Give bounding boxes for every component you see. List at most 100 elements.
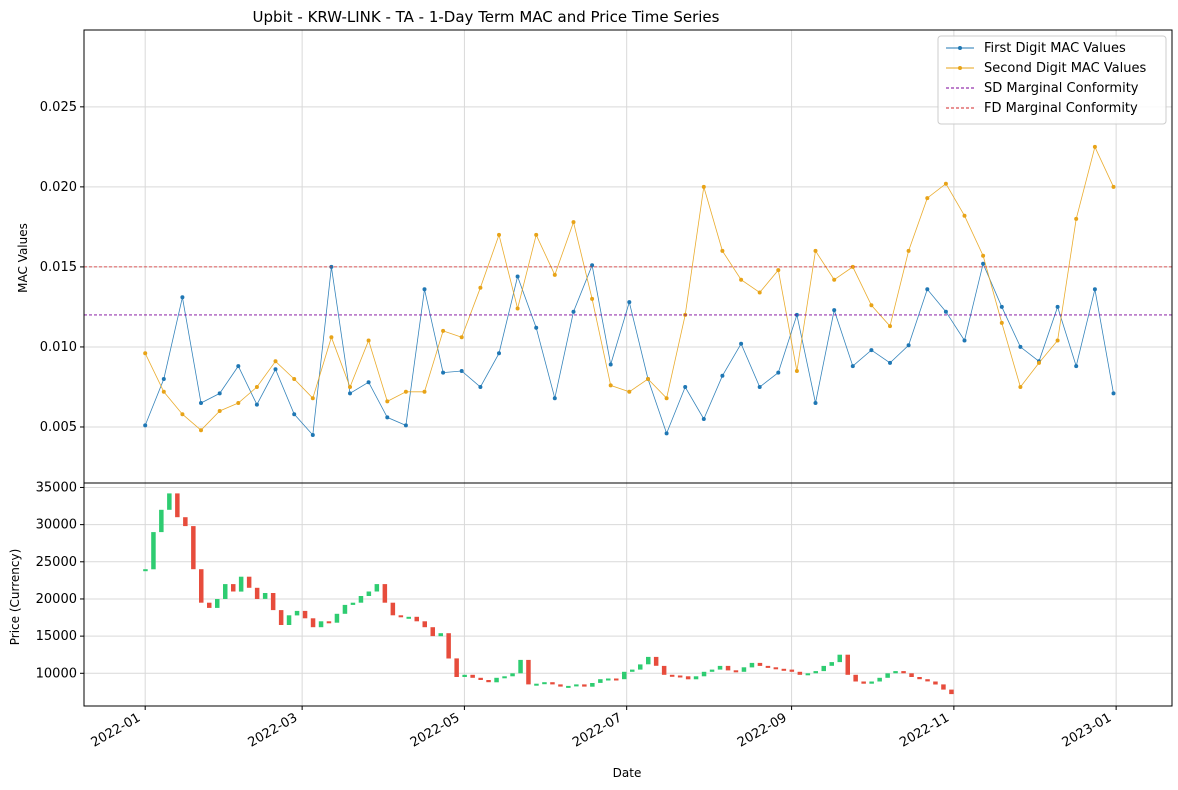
candle xyxy=(207,602,212,608)
series-point-1 xyxy=(664,396,669,401)
bottom-y-tick-label: 20000 xyxy=(36,592,77,607)
series-line-0 xyxy=(144,262,1114,436)
candle xyxy=(709,669,715,672)
candle xyxy=(869,681,874,684)
series-point-0 xyxy=(385,415,390,420)
x-tick-label: 2022-03 xyxy=(246,710,301,750)
series-point-0 xyxy=(701,417,706,421)
bottom-y-tick-label: 10000 xyxy=(36,666,77,681)
series-point-0 xyxy=(292,412,297,417)
candle xyxy=(246,576,252,588)
series-point-1 xyxy=(534,232,539,237)
series-point-1 xyxy=(590,296,595,301)
series-point-1 xyxy=(646,377,650,381)
series-point-0 xyxy=(236,364,241,369)
candle xyxy=(231,584,236,592)
bottom-y-tick-label: 25000 xyxy=(36,555,77,570)
bottom-y-tick-label: 35000 xyxy=(36,480,77,495)
x-tick-label: 2022-01 xyxy=(89,710,144,750)
candle xyxy=(446,633,451,659)
series-point-0 xyxy=(906,343,911,348)
x-tick-label: 2023-01 xyxy=(1060,710,1115,750)
candle xyxy=(390,602,396,616)
series-point-1 xyxy=(497,232,501,237)
candle xyxy=(518,659,523,674)
candle xyxy=(382,584,388,603)
series-point-0 xyxy=(664,431,669,436)
series-point-1 xyxy=(403,389,408,394)
series-point-0 xyxy=(534,325,539,330)
candle xyxy=(646,656,651,665)
series-point-0 xyxy=(925,287,930,292)
legend-label-2: SD Marginal Conformity xyxy=(984,81,1139,96)
candle xyxy=(949,689,954,695)
top-y-tick-label: 0.010 xyxy=(40,340,77,355)
x-axis-label: Date xyxy=(613,766,642,780)
candle xyxy=(582,684,587,687)
candle xyxy=(813,671,818,674)
chart-title: Upbit - KRW-LINK - TA - 1-Day Term MAC a… xyxy=(253,8,720,26)
candle xyxy=(438,633,443,637)
series-point-1 xyxy=(943,181,948,186)
candle xyxy=(661,665,667,675)
series-point-1 xyxy=(869,303,874,308)
series-point-1 xyxy=(981,253,986,258)
candle xyxy=(598,679,603,683)
candle xyxy=(933,681,938,685)
candle xyxy=(526,659,531,685)
candle xyxy=(270,593,276,611)
series-point-0 xyxy=(850,364,855,369)
x-tick-label: 2022-09 xyxy=(735,710,790,750)
series-point-0 xyxy=(1092,287,1097,292)
candle xyxy=(318,621,324,628)
legend-marker-1 xyxy=(958,66,962,70)
series-point-0 xyxy=(161,377,166,381)
series-point-1 xyxy=(161,389,166,394)
series-point-0 xyxy=(254,402,259,407)
series-point-1 xyxy=(143,351,148,356)
candle xyxy=(837,654,842,663)
series-point-0 xyxy=(813,401,818,405)
series-point-1 xyxy=(254,385,259,389)
candle xyxy=(159,509,164,533)
series-point-1 xyxy=(1111,184,1116,189)
candle xyxy=(462,674,467,677)
series-point-0 xyxy=(776,370,781,375)
top-y-tick-label: 0.020 xyxy=(40,180,77,195)
candle xyxy=(781,668,787,671)
series-point-0 xyxy=(217,391,222,396)
candle xyxy=(238,576,244,592)
series-point-1 xyxy=(515,306,520,311)
candle xyxy=(470,674,475,678)
series-point-0 xyxy=(1018,344,1023,349)
series-point-1 xyxy=(1074,216,1079,221)
candle xyxy=(430,627,435,637)
series-point-0 xyxy=(403,423,408,428)
x-tick-label: 2022-05 xyxy=(408,710,463,750)
candle xyxy=(326,621,332,624)
series-point-0 xyxy=(441,370,446,375)
candle xyxy=(717,665,723,670)
candle xyxy=(215,599,220,608)
top-y-axis-label: MAC Values xyxy=(16,223,30,293)
candle xyxy=(558,684,563,687)
series-line-1 xyxy=(144,145,1114,431)
series-point-1 xyxy=(217,409,222,413)
candle xyxy=(669,674,675,677)
series-point-0 xyxy=(962,338,967,343)
bottom-y-axis-label: Price (Currency) xyxy=(8,549,22,646)
legend-label-3: FD Marginal Conformity xyxy=(984,101,1138,116)
candle xyxy=(167,493,172,510)
candle xyxy=(805,673,811,676)
series-point-1 xyxy=(608,383,613,388)
candle xyxy=(901,671,906,674)
bottom-axis: 2022-01 2022-03 2022-05 2022-07 2022-09 2022-… xyxy=(36,480,1173,751)
series-point-1 xyxy=(236,401,241,405)
series-point-1 xyxy=(478,285,483,290)
candle xyxy=(590,683,595,687)
series-point-0 xyxy=(720,373,725,378)
candle xyxy=(183,517,188,527)
bottom-panel-frame xyxy=(83,482,1173,707)
series-point-1 xyxy=(776,268,781,273)
